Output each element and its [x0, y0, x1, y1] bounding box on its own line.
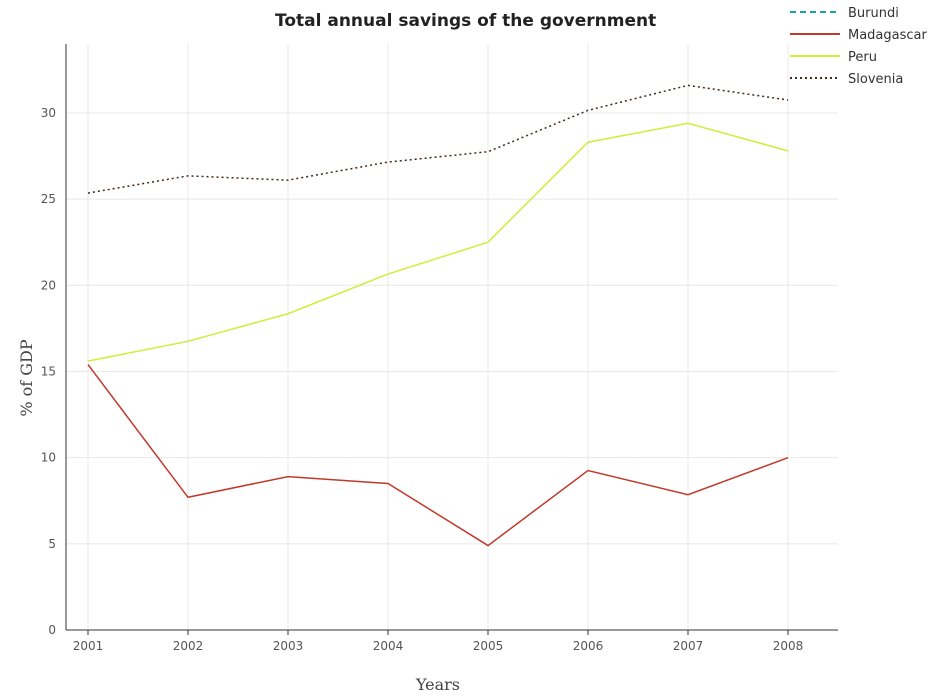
legend-label-slovenia: Slovenia: [848, 72, 903, 87]
series-line-madagascar: [87, 364, 789, 547]
chart-title: Total annual savings of the government: [275, 11, 656, 31]
y-axis-label: % of GDP: [17, 339, 36, 417]
series-line-peru: [87, 122, 789, 362]
series-line-slovenia: [87, 84, 789, 194]
y-tick-label: 30: [41, 106, 56, 120]
x-tick-label: 2008: [773, 639, 804, 653]
x-tick-label: 2006: [573, 639, 604, 653]
x-axis-label: Years: [415, 675, 460, 694]
x-tick-label: 2004: [373, 639, 404, 653]
x-tick-label: 2001: [73, 639, 104, 653]
grid: [66, 44, 838, 631]
x-tick-label: 2002: [173, 639, 204, 653]
y-tick-label: 20: [41, 278, 56, 292]
axes: 0 5 10 15 20 25 30 2001 2002 2003 2004 2005 2006 2007…: [41, 44, 838, 653]
legend-label-madagascar: Madagascar: [848, 28, 928, 43]
x-tick-label: 2003: [273, 639, 304, 653]
legend: Burundi Madagascar Peru Slovenia: [790, 6, 928, 87]
x-tick-label: 2007: [673, 639, 704, 653]
legend-label-peru: Peru: [848, 50, 877, 65]
series-lines: [87, 84, 789, 547]
legend-label-burundi: Burundi: [848, 6, 899, 21]
y-tick-label: 15: [41, 364, 56, 378]
y-tick-label: 10: [41, 451, 56, 465]
y-tick-label: 0: [48, 623, 56, 637]
x-tick-label: 2005: [473, 639, 504, 653]
y-tick-label: 25: [41, 192, 56, 206]
y-tick-label: 5: [48, 537, 56, 551]
